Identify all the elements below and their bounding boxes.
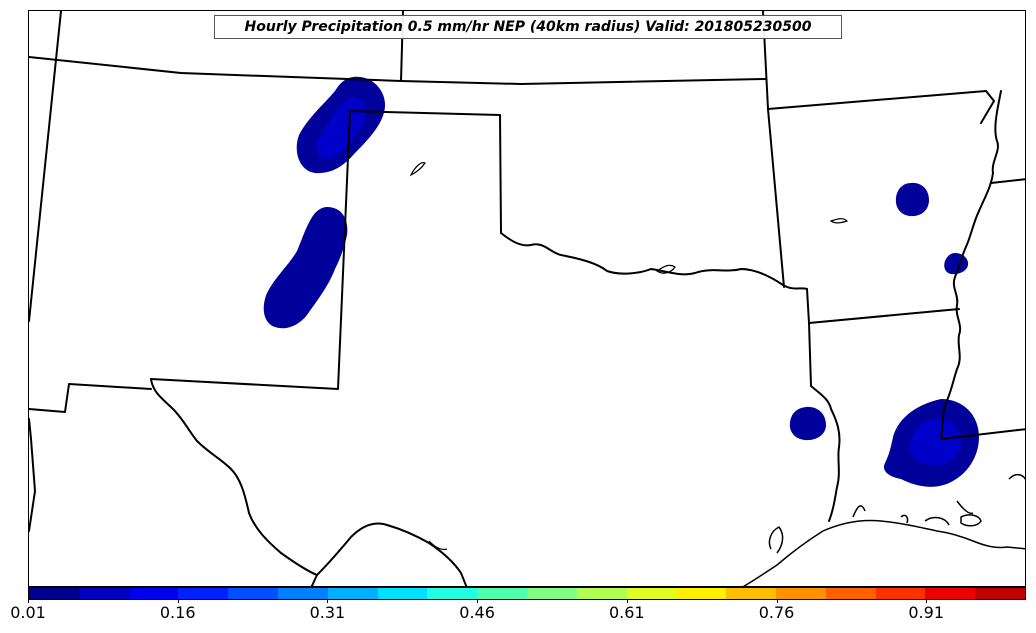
- big-bend-river: [428, 540, 448, 551]
- colorbar-tick: [327, 600, 328, 603]
- border-sabine: [810, 385, 841, 522]
- blob-nw-arkansas: [895, 182, 929, 217]
- coastlines: [742, 473, 1025, 586]
- colorbar-segment: [29, 588, 79, 599]
- colorbar-tick-label: 0.61: [608, 603, 645, 622]
- border-mexico-west: [29, 418, 36, 532]
- colorbar-segment: [128, 588, 179, 599]
- lake-pontchartrain: [960, 514, 982, 527]
- louisiana-marsh: [852, 473, 1025, 526]
- colorbar-segment: [78, 588, 129, 599]
- blob-east-nm: [263, 207, 348, 329]
- colorbar-tick: [477, 600, 478, 603]
- colorbar-segment: [576, 588, 627, 599]
- lake-texoma: [655, 264, 676, 274]
- colorbar-tick-label: 0.16: [159, 603, 196, 622]
- colorbar-segment: [875, 588, 926, 599]
- precip-shading: [263, 76, 979, 487]
- map-frame: [28, 10, 1026, 587]
- lake-nm: [409, 162, 426, 177]
- blob-la-ms-core: [909, 418, 962, 466]
- colorbar-tick-label: 0.46: [459, 603, 495, 622]
- colorbar-tick: [777, 600, 778, 603]
- lakes: [409, 162, 849, 551]
- border-az-nm: [29, 383, 152, 413]
- colorbar-segment: [676, 588, 727, 599]
- colorbar-tick: [627, 600, 628, 603]
- border-ar-la: [808, 308, 960, 324]
- map-canvas: [29, 11, 1025, 586]
- colorbar-segment: [477, 588, 527, 599]
- border-rio-grande-south: [316, 522, 468, 586]
- colorbar-segment: [526, 588, 577, 599]
- colorbar-tick-label: 0.91: [908, 603, 944, 622]
- colorbar-tick-label: 0.01: [10, 603, 46, 622]
- colorbar-tick-label: 0.31: [309, 603, 346, 622]
- border-co-nm: [150, 110, 351, 390]
- colorbar-segment: [178, 588, 229, 599]
- blob-nw-louisiana: [789, 406, 826, 441]
- map-title: Hourly Precipitation 0.5 mm/hr NEP (40km…: [214, 15, 842, 39]
- border-co-ks-ok: [349, 110, 502, 234]
- colorbar-segment: [775, 588, 826, 599]
- border-ok-ar: [767, 108, 785, 288]
- state-boundaries: [29, 11, 1025, 586]
- colorbar: [28, 587, 1026, 600]
- colorbar-segment: [925, 588, 976, 599]
- gulf-coast: [742, 519, 1025, 586]
- border-rio-grande: [150, 378, 318, 586]
- colorbar-segment: [228, 588, 278, 599]
- lake-ar: [829, 218, 849, 224]
- border-mississippi: [940, 90, 1002, 440]
- border-tx-la: [806, 288, 812, 387]
- colorbar-segment: [327, 588, 378, 599]
- colorbar-segment: [427, 588, 478, 599]
- border-la-ms: [940, 428, 1025, 440]
- blob-se-colorado-core: [316, 97, 367, 159]
- border-co-wy-ut: [29, 11, 62, 322]
- colorbar-segment: [726, 588, 776, 599]
- colorbar-tick: [926, 600, 927, 603]
- colorbar-segment: [626, 588, 677, 599]
- colorbar-segment: [825, 588, 876, 599]
- blob-ar-ms-border: [944, 253, 969, 275]
- border-red-river: [500, 232, 808, 290]
- colorbar-tick: [178, 600, 179, 603]
- colorbar-tick-label: 0.76: [758, 603, 795, 622]
- border-tn-ms: [990, 178, 1025, 184]
- border-mo-ar: [767, 90, 995, 124]
- galveston-bay: [768, 526, 784, 554]
- colorbar-tick: [28, 600, 29, 603]
- border-ne-ks-north: [29, 56, 767, 85]
- colorbar-segment: [277, 588, 328, 599]
- colorbar-segment: [975, 588, 1025, 599]
- colorbar-segment: [377, 588, 428, 599]
